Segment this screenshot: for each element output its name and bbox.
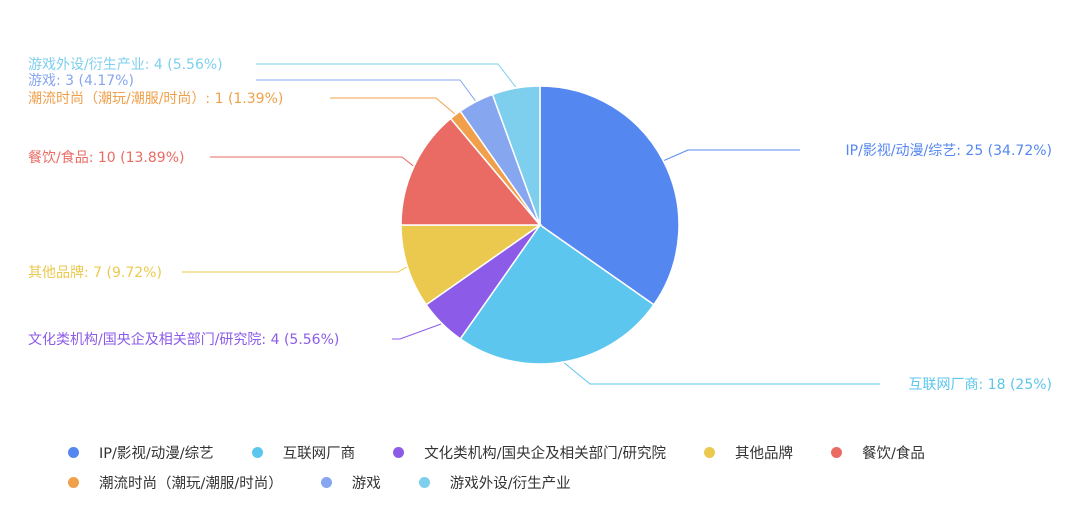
slice-label: 游戏外设/衍生产业: 4 (5.56%) <box>28 57 223 73</box>
leader-line <box>392 323 442 340</box>
slice-label: 互联网厂商: 18 (25%) <box>909 377 1052 393</box>
legend-marker-icon <box>393 447 405 458</box>
legend-item[interactable]: 餐饮/食品 <box>830 442 925 463</box>
slice-label: 其他品牌: 7 (9.72%) <box>28 264 162 281</box>
legend-label: 其他品牌 <box>734 446 793 462</box>
legend-label: 文化类机构/国央企及相关部门/研究院 <box>424 446 666 462</box>
legend-marker-icon <box>320 477 332 488</box>
legend-item[interactable]: IP/影视/动漫/综艺 <box>68 442 214 463</box>
legend-label: 潮流时尚（潮玩/潮服/时尚） <box>99 476 283 492</box>
leader-line <box>330 97 456 115</box>
pie-slice[interactable] <box>400 117 542 226</box>
slice-label: 游戏: 3 (4.17%) <box>28 73 134 89</box>
legend-label: IP/影视/动漫/综艺 <box>99 446 214 462</box>
leader-line <box>256 79 476 102</box>
legend-marker-icon <box>251 447 263 458</box>
slice-label: 潮流时尚（潮玩/潮服/时尚）: 1 (1.39%) <box>28 91 283 107</box>
legend-item[interactable]: 潮流时尚（潮玩/潮服/时尚） <box>68 472 283 493</box>
pie-slice[interactable] <box>491 85 541 226</box>
legend-item[interactable]: 互联网厂商 <box>251 442 356 463</box>
pie-chart: IP/影视/动漫/综艺: 25 (34.72%) 互联网厂商: 18 (25%) 文… <box>28 57 1052 393</box>
pie-slice[interactable] <box>400 224 543 306</box>
legend-item[interactable]: 游戏 <box>320 472 381 493</box>
slice-label: 文化类机构/国央企及相关部门/研究院: 4 (5.56%) <box>28 331 339 348</box>
legend-label: 餐饮/食品 <box>861 446 925 462</box>
legend-label: 游戏 <box>351 476 381 492</box>
leader-line <box>182 266 407 273</box>
leader-line <box>563 362 880 385</box>
legend-item[interactable]: 文化类机构/国央企及相关部门/研究院 <box>393 442 666 463</box>
legend-marker-icon <box>830 447 842 458</box>
leader-line <box>663 149 800 161</box>
slice-label: IP/影视/动漫/综艺: 25 (34.72%) <box>846 143 1052 159</box>
pie-slice[interactable] <box>459 223 655 365</box>
legend-marker-icon <box>68 477 79 488</box>
legend-item[interactable]: 其他品牌 <box>703 442 793 463</box>
leader-line <box>210 156 414 167</box>
pie-slice[interactable] <box>539 85 680 306</box>
slice-label: 餐饮/食品: 10 (13.89%) <box>28 149 184 166</box>
legend-marker-icon <box>68 447 79 458</box>
legend-item[interactable]: 游戏外设/衍生产业 <box>418 472 571 493</box>
legend-label: 互联网厂商 <box>282 446 356 462</box>
leader-line <box>256 63 517 88</box>
legend-marker-icon <box>418 477 430 488</box>
legend-marker-icon <box>703 447 715 458</box>
legend-label: 游戏外设/衍生产业 <box>449 476 571 492</box>
